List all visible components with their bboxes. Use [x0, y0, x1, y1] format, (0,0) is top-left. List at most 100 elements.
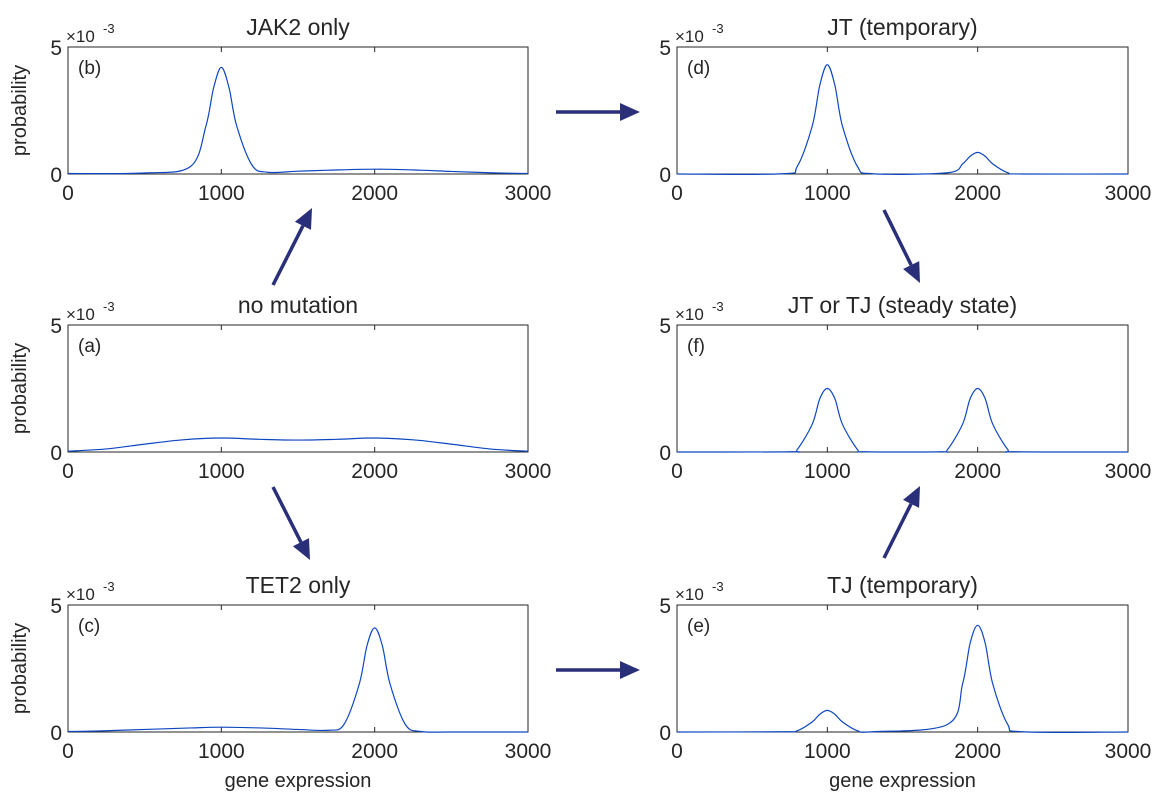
y-tick-label: 5 — [659, 315, 671, 338]
x-tick-label: 0 — [62, 740, 74, 763]
x-tick-label: 1000 — [198, 182, 245, 205]
x-axis-label: gene expression — [225, 770, 372, 792]
x-tick-label: 0 — [62, 182, 74, 205]
chart-panel-e: 0 1000 2000 3000 0 5×10 -3 TJ (temporary) (e) gen… — [659, 572, 1151, 792]
transition-arrow — [271, 486, 310, 560]
y-multiplier-exponent: -3 — [712, 21, 724, 36]
panel-label: (d) — [687, 58, 710, 79]
y-tick-label: 0 — [659, 442, 671, 465]
arrow-head — [294, 208, 312, 230]
y-tick-label: 5 — [50, 37, 62, 60]
chart-title: TET2 only — [246, 572, 351, 598]
y-tick-label: 5 — [659, 595, 671, 618]
chart-title: JAK2 only — [246, 14, 350, 40]
chart-panel-a: 0 1000 2000 3000 0 5×10 -3 no mutation (a) probab… — [9, 292, 551, 483]
y-multiplier-exponent: -3 — [712, 299, 724, 314]
x-tick-label: 2000 — [954, 182, 1001, 205]
plot-frame — [676, 604, 1129, 733]
x-tick-label: 2000 — [954, 460, 1001, 483]
x-tick-label: 3000 — [505, 460, 552, 483]
x-tick-label: 3000 — [1105, 740, 1152, 763]
arrow-head — [903, 486, 920, 508]
panel-label: (e) — [687, 616, 710, 637]
y-axis-label: probability — [9, 343, 31, 434]
panel-label: (c) — [78, 616, 100, 637]
x-tick-label: 1000 — [198, 460, 245, 483]
y-multiplier-base: ×10 — [66, 27, 95, 46]
series-line — [67, 627, 529, 733]
x-tick-label: 2000 — [954, 740, 1001, 763]
x-tick-label: 1000 — [804, 460, 851, 483]
series-line — [676, 387, 1129, 453]
arrow-head — [903, 261, 920, 283]
x-tick-label: 2000 — [351, 460, 398, 483]
plot-frame — [67, 604, 529, 733]
x-tick-label: 1000 — [198, 740, 245, 763]
x-axis-label: gene expression — [829, 770, 976, 792]
arrow-head — [620, 661, 640, 679]
plot-frame — [676, 46, 1129, 175]
chart-panel-c: 0 1000 2000 3000 0 5×10 -3 TET2 only (c) probabil… — [9, 572, 551, 792]
chart-title: TJ (temporary) — [827, 572, 978, 598]
arrow-shaft — [271, 225, 305, 286]
transition-arrow — [556, 661, 640, 679]
y-multiplier-exponent: -3 — [712, 579, 724, 594]
series-line — [67, 66, 529, 175]
y-multiplier-base: ×10 — [675, 305, 704, 324]
x-tick-label: 1000 — [804, 182, 851, 205]
y-multiplier-exponent: -3 — [103, 299, 115, 314]
y-multiplier-base: ×10 — [66, 585, 95, 604]
x-tick-label: 3000 — [1105, 182, 1152, 205]
transition-arrow — [882, 209, 920, 283]
panel-label: (b) — [78, 58, 101, 79]
x-tick-label: 1000 — [804, 740, 851, 763]
panel-label: (a) — [78, 336, 101, 357]
chart-panel-b: 0 1000 2000 3000 0 5×10 -3 JAK2 only (b) probabil… — [9, 14, 551, 205]
x-tick-label: 3000 — [505, 182, 552, 205]
y-tick-label: 0 — [659, 722, 671, 745]
transition-arrow — [882, 486, 920, 559]
chart-title: JT (temporary) — [827, 14, 977, 40]
plot-frame — [67, 324, 529, 453]
series-line — [676, 64, 1129, 175]
y-tick-label: 5 — [50, 315, 62, 338]
plot-frame — [676, 324, 1129, 453]
x-tick-label: 3000 — [1105, 460, 1152, 483]
transition-arrow — [271, 208, 312, 286]
plot-frame — [67, 46, 529, 175]
arrow-head — [620, 103, 640, 121]
y-multiplier-exponent: -3 — [103, 21, 115, 36]
transition-arrow — [556, 103, 640, 121]
arrow-shaft — [882, 503, 913, 559]
x-tick-label: 0 — [671, 460, 683, 483]
y-multiplier-base: ×10 — [675, 585, 704, 604]
chart-panel-d: 0 1000 2000 3000 0 5×10 -3 JT (temporary) (d) — [659, 14, 1151, 205]
x-tick-label: 0 — [62, 460, 74, 483]
arrows — [271, 103, 920, 679]
y-tick-label: 5 — [50, 595, 62, 618]
chart-panel-f: 0 1000 2000 3000 0 5×10 -3 JT or TJ (steady sta… — [659, 292, 1151, 483]
chart-title: no mutation — [238, 292, 358, 318]
y-tick-label: 5 — [659, 37, 671, 60]
chart-title: JT or TJ (steady state) — [788, 292, 1017, 318]
y-tick-label: 0 — [50, 164, 62, 187]
y-multiplier-base: ×10 — [675, 27, 704, 46]
panel-label: (f) — [687, 336, 705, 357]
x-tick-label: 2000 — [351, 740, 398, 763]
y-axis-label: probability — [9, 65, 31, 156]
arrow-shaft — [882, 209, 913, 266]
x-tick-label: 2000 — [351, 182, 398, 205]
arrow-head — [292, 538, 310, 560]
series-line — [676, 624, 1129, 733]
y-multiplier-exponent: -3 — [103, 579, 115, 594]
y-axis-label: probability — [9, 623, 31, 714]
x-tick-label: 3000 — [505, 740, 552, 763]
y-tick-label: 0 — [659, 164, 671, 187]
arrow-shaft — [271, 486, 303, 543]
y-tick-label: 0 — [50, 722, 62, 745]
series-line — [67, 437, 529, 452]
x-tick-label: 0 — [671, 182, 683, 205]
x-tick-label: 0 — [671, 740, 683, 763]
y-tick-label: 0 — [50, 442, 62, 465]
